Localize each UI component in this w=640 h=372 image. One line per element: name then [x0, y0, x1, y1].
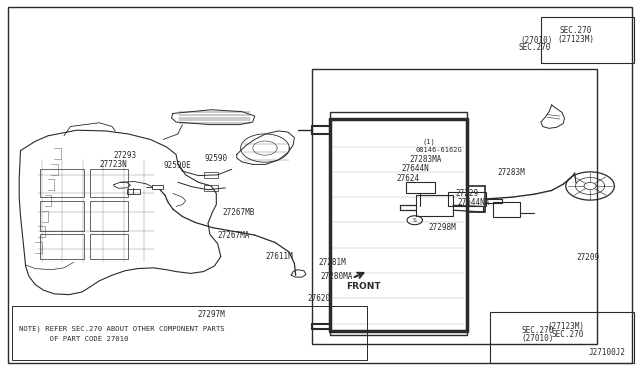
Bar — [127, 189, 140, 194]
Text: 27293: 27293 — [114, 151, 137, 160]
Text: 27281M: 27281M — [319, 258, 346, 267]
Text: 27624: 27624 — [397, 174, 420, 183]
Bar — [40, 169, 84, 197]
Text: 92590: 92590 — [205, 154, 228, 163]
Bar — [330, 112, 467, 335]
Text: 27267MA: 27267MA — [218, 231, 250, 240]
Bar — [152, 185, 163, 189]
Text: 27611M: 27611M — [266, 252, 293, 261]
Bar — [90, 201, 128, 231]
Bar — [90, 234, 128, 259]
Text: (27010): (27010) — [520, 36, 553, 45]
Text: NOTE) REFER SEC.270 ABOUT OTHER COMPONENT PARTS: NOTE) REFER SEC.270 ABOUT OTHER COMPONEN… — [19, 326, 225, 333]
Bar — [204, 185, 218, 191]
Text: 27280MA: 27280MA — [320, 272, 353, 280]
Text: 27229: 27229 — [456, 189, 479, 198]
Text: 27267MB: 27267MB — [223, 208, 255, 217]
Bar — [448, 192, 486, 206]
Bar — [493, 202, 520, 217]
Text: SEC.270: SEC.270 — [560, 26, 592, 35]
Bar — [90, 169, 128, 197]
Text: OF PART CODE 27010: OF PART CODE 27010 — [19, 336, 129, 341]
Text: (1): (1) — [422, 139, 435, 145]
Text: FRONT: FRONT — [346, 282, 381, 291]
Bar — [40, 201, 84, 231]
Text: 92590E: 92590E — [163, 161, 191, 170]
Bar — [490, 312, 634, 363]
Bar — [406, 182, 435, 193]
Bar — [204, 172, 218, 178]
Text: 27209: 27209 — [576, 253, 599, 262]
Bar — [416, 195, 453, 216]
Text: (27123M): (27123M) — [548, 322, 585, 331]
Text: 27283MA: 27283MA — [410, 155, 442, 164]
Text: 27298M: 27298M — [429, 223, 456, 232]
Text: 27644NA: 27644NA — [458, 198, 490, 207]
Text: J27100J2: J27100J2 — [589, 348, 626, 357]
Text: S: S — [413, 218, 417, 223]
Text: SEC.270: SEC.270 — [518, 43, 551, 52]
Text: 27620: 27620 — [307, 294, 330, 303]
Text: 27297M: 27297M — [197, 310, 225, 319]
Bar — [40, 234, 84, 259]
Text: (27010): (27010) — [522, 334, 554, 343]
Text: 27723N: 27723N — [99, 160, 127, 169]
Bar — [12, 306, 367, 360]
Text: 27644N: 27644N — [402, 164, 429, 173]
Text: 27283M: 27283M — [498, 169, 525, 177]
Bar — [541, 17, 634, 63]
Bar — [312, 69, 597, 344]
Text: (27123M): (27123M) — [557, 35, 595, 44]
Text: SEC.270: SEC.270 — [522, 326, 554, 335]
Text: SEC.270: SEC.270 — [552, 330, 584, 339]
Text: 08146-6162G: 08146-6162G — [416, 147, 463, 153]
